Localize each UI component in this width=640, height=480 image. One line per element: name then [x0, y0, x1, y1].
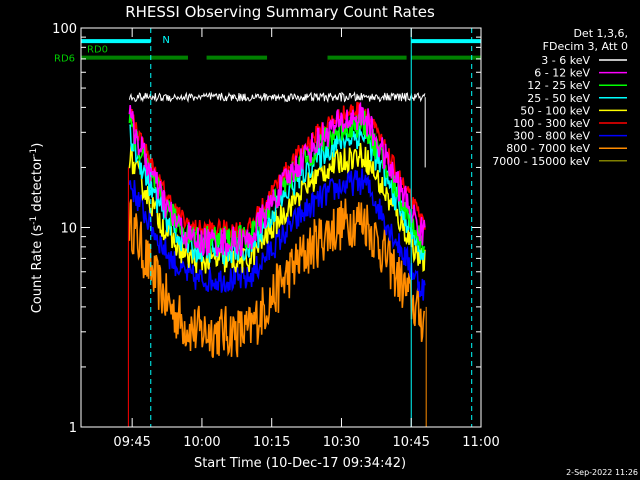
flag-label: N: [162, 35, 169, 46]
y-tick-label: 1: [69, 421, 77, 436]
x-tick-label: 09:45: [113, 435, 150, 450]
legend-label: 6 - 12 keV: [534, 67, 590, 80]
x-axis-label: Start Time (10-Dec-17 09:34:42): [194, 456, 406, 471]
legend-label: 25 - 50 keV: [527, 92, 590, 105]
legend-label: 300 - 800 keV: [513, 130, 590, 143]
x-tick-label: 10:15: [253, 435, 290, 450]
series-line: [128, 198, 426, 358]
legend-label: 3 - 6 keV: [541, 54, 590, 67]
legend-label: 12 - 25 keV: [527, 79, 590, 92]
data-layer: [127, 91, 427, 427]
series-line: [128, 101, 426, 257]
legend-label: 50 - 100 keV: [520, 104, 590, 117]
x-tick-label: 10:30: [323, 435, 360, 450]
flag-label: RD6: [54, 54, 75, 65]
legend-label: 7000 - 15000 keV: [492, 155, 590, 168]
legend-header-line: Det 1,3,6,: [573, 27, 628, 40]
series-line: [129, 101, 426, 240]
y-tick-label: 10: [60, 222, 77, 237]
y-tick-label: 100: [52, 22, 77, 37]
x-tick-label: 10:45: [392, 435, 429, 450]
axes-layer: 09:45 10:00 10:15 10:30 10:45 11:00 1 10 100: [52, 22, 500, 450]
chart-title: RHESSI Observing Summary Count Rates: [125, 3, 435, 21]
series-line: [128, 91, 426, 104]
legend-header-line: FDecim 3, Att 0: [543, 40, 628, 53]
y-axis-label: Count Rate (s-1 detector-1): [29, 143, 45, 314]
flag-label: RD0: [87, 44, 108, 55]
x-tick-label: 11:00: [462, 435, 499, 450]
footer-date: 2-Sep-2022 11:26: [566, 468, 638, 477]
x-tick-label: 10:00: [183, 435, 220, 450]
legend-label: 800 - 7000 keV: [506, 142, 590, 155]
legend-label: 100 - 300 keV: [513, 117, 590, 130]
